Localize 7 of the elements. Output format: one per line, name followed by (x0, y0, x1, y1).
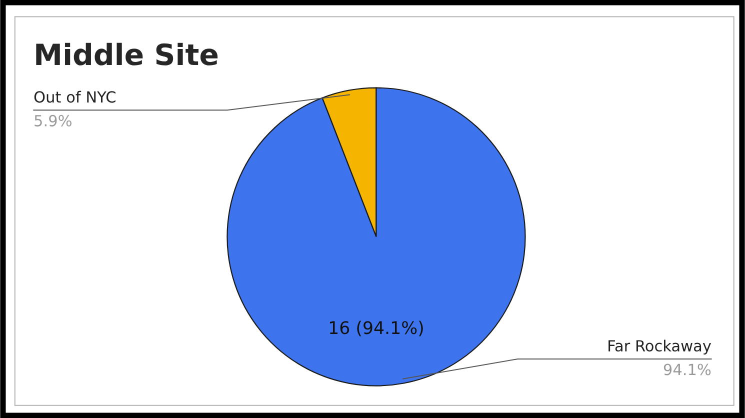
data-label: 5.9% (34, 114, 72, 126)
text: 16 (94.1%) (330, 320, 423, 336)
pie-slice (226, 87, 526, 386)
slice-label: Out of NYC (34, 90, 116, 103)
chart-title: Middle Site (36, 42, 218, 66)
slice-label: Far Rockaway (608, 340, 712, 355)
data-label: 94.1% (664, 364, 711, 376)
